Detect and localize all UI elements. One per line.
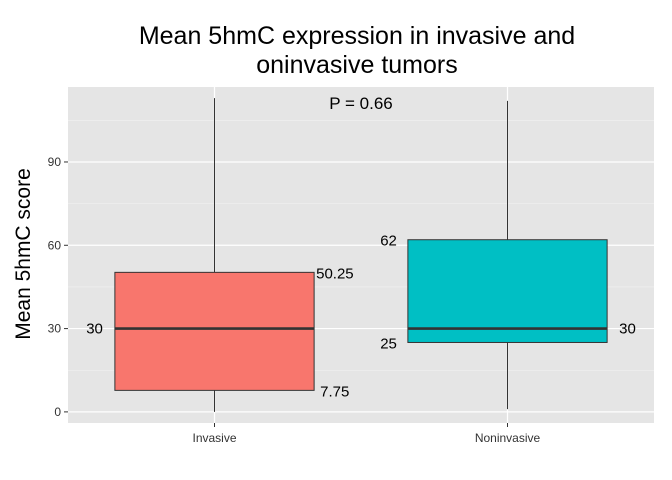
median-label: 30: [619, 321, 636, 338]
chart-title-line-2: oninvasive tumors: [256, 51, 457, 79]
x-axis: Invasive Noninvasive: [192, 423, 541, 445]
q3-label: 62: [380, 233, 397, 250]
y-axis-label: Mean 5hmC score: [12, 168, 35, 340]
x-tick-label: Noninvasive: [475, 431, 541, 445]
x-tick-label: Invasive: [192, 431, 236, 445]
y-axis: 0 30 60 90: [48, 155, 68, 419]
y-tick-label: 0: [54, 405, 61, 419]
q1-label: 25: [380, 335, 397, 352]
median-label: 30: [86, 321, 103, 338]
box-iqr: [114, 271, 315, 391]
box-iqr: [407, 239, 608, 343]
y-tick-label: 30: [48, 322, 62, 336]
box-invasive: 30 50.25 7.75: [86, 98, 354, 412]
boxes-layer: 30 50.25 7.75 62 25 30: [86, 98, 636, 412]
p-value-annotation: P = 0.66: [329, 94, 393, 113]
chart-title-line-1: Mean 5hmC expression in invasive and: [139, 22, 575, 50]
y-tick-label: 60: [48, 238, 62, 252]
box-noninvasive: 62 25 30: [380, 100, 636, 410]
q1-label: 7.75: [320, 383, 349, 400]
q3-label: 50.25: [316, 265, 354, 282]
y-tick-label: 90: [48, 155, 62, 169]
